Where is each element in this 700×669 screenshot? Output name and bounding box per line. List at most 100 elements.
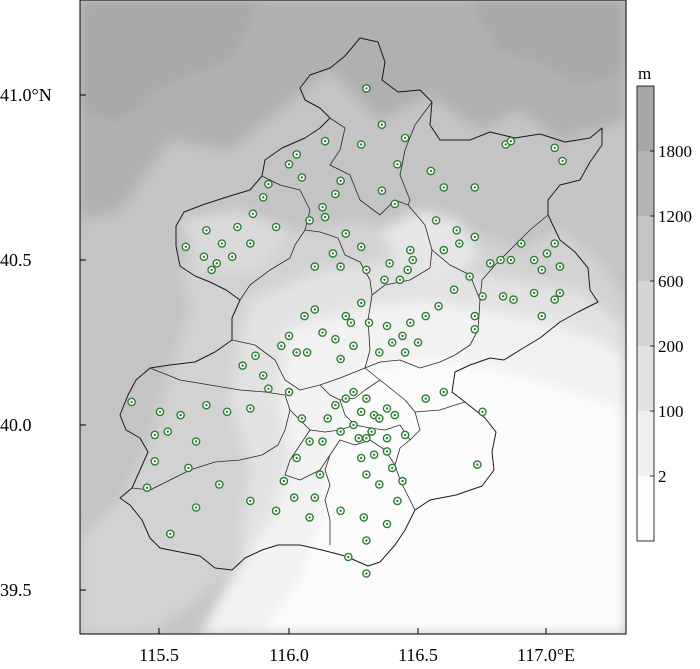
station-marker: [537, 311, 547, 321]
station-center: [339, 179, 342, 182]
station-center: [458, 242, 461, 245]
station-marker: [506, 136, 516, 146]
station-center: [540, 268, 543, 272]
station-center: [313, 265, 316, 268]
station-marker: [452, 225, 462, 235]
station-marker: [426, 166, 436, 176]
district-line: [364, 249, 481, 369]
station-center: [241, 364, 244, 367]
station-center: [360, 143, 363, 146]
station-marker: [449, 285, 459, 295]
station-center: [558, 265, 562, 268]
station-center: [553, 298, 556, 301]
station-center: [360, 245, 363, 248]
station-marker: [245, 404, 255, 413]
station-center: [352, 423, 355, 427]
station-center: [378, 351, 381, 354]
station-marker: [323, 414, 333, 423]
station-marker: [191, 437, 201, 446]
station-center: [352, 344, 355, 347]
station-marker: [300, 311, 309, 321]
station-center: [249, 499, 252, 503]
station-marker: [485, 258, 495, 268]
station-marker: [382, 447, 392, 456]
station-center: [339, 509, 342, 512]
station-center: [468, 275, 471, 278]
station-center: [442, 186, 445, 189]
colorbar-swatch: [637, 86, 654, 152]
station-marker: [346, 318, 356, 328]
station-marker: [227, 252, 237, 262]
station-center: [339, 265, 342, 268]
station-marker: [529, 255, 539, 265]
y-tick-label: 41.0°N: [0, 85, 52, 105]
station-center: [437, 305, 440, 308]
station-marker: [181, 242, 191, 252]
station-marker: [349, 420, 358, 430]
station-center: [158, 410, 162, 413]
station-center: [378, 417, 381, 420]
station-center: [406, 268, 409, 272]
elevation-colorbar: m 1800 1200 600 200 100 2: [636, 64, 692, 542]
station-center: [267, 182, 270, 186]
station-marker: [289, 493, 299, 502]
station-center: [385, 407, 389, 410]
station-marker: [356, 298, 366, 308]
station-marker: [341, 311, 351, 321]
station-center: [300, 176, 304, 179]
station-center: [504, 143, 507, 146]
station-center: [553, 242, 556, 245]
station-center: [416, 341, 420, 344]
station-center: [262, 374, 265, 377]
station-center: [295, 351, 298, 354]
station-marker: [142, 483, 152, 493]
station-marker: [550, 143, 560, 153]
district-line: [324, 454, 331, 545]
station-center: [339, 430, 342, 433]
axis-ticks: [80, 94, 547, 634]
station-marker: [305, 513, 314, 522]
station-center: [231, 255, 234, 258]
station-marker: [336, 506, 345, 516]
station-marker: [393, 159, 402, 169]
station-marker: [555, 262, 565, 271]
station-marker: [374, 414, 384, 423]
station-center: [295, 456, 298, 460]
station-marker: [191, 503, 201, 512]
station-center: [396, 163, 399, 166]
station-center: [321, 440, 324, 443]
district-line: [239, 229, 306, 301]
station-marker: [248, 209, 258, 219]
station-marker: [374, 348, 384, 357]
station-center: [452, 288, 456, 291]
station-center: [267, 387, 270, 390]
station-center: [321, 331, 324, 334]
station-center: [411, 258, 414, 262]
y-axis-labels: 41.0°N 40.5 40.0 39.5: [0, 85, 52, 600]
station-center: [236, 225, 239, 229]
station-center: [380, 189, 384, 192]
station-marker: [470, 183, 480, 192]
station-marker: [398, 331, 407, 341]
station-marker: [310, 305, 320, 314]
station-center: [473, 314, 476, 318]
station-center: [334, 404, 337, 407]
station-center: [476, 463, 479, 466]
station-center: [194, 506, 198, 509]
station-center: [287, 334, 291, 338]
station-marker: [207, 265, 216, 275]
station-center: [424, 314, 427, 318]
station-marker: [439, 245, 449, 255]
station-marker: [454, 239, 464, 248]
station-center: [349, 321, 353, 324]
station-center: [334, 338, 337, 341]
station-marker: [478, 407, 487, 417]
station-marker: [362, 433, 371, 443]
colorbar-unit: m: [638, 64, 651, 83]
station-marker: [284, 331, 294, 341]
station-marker: [341, 229, 351, 238]
station-marker: [354, 433, 364, 443]
station-center: [210, 268, 213, 272]
station-center: [205, 404, 208, 407]
